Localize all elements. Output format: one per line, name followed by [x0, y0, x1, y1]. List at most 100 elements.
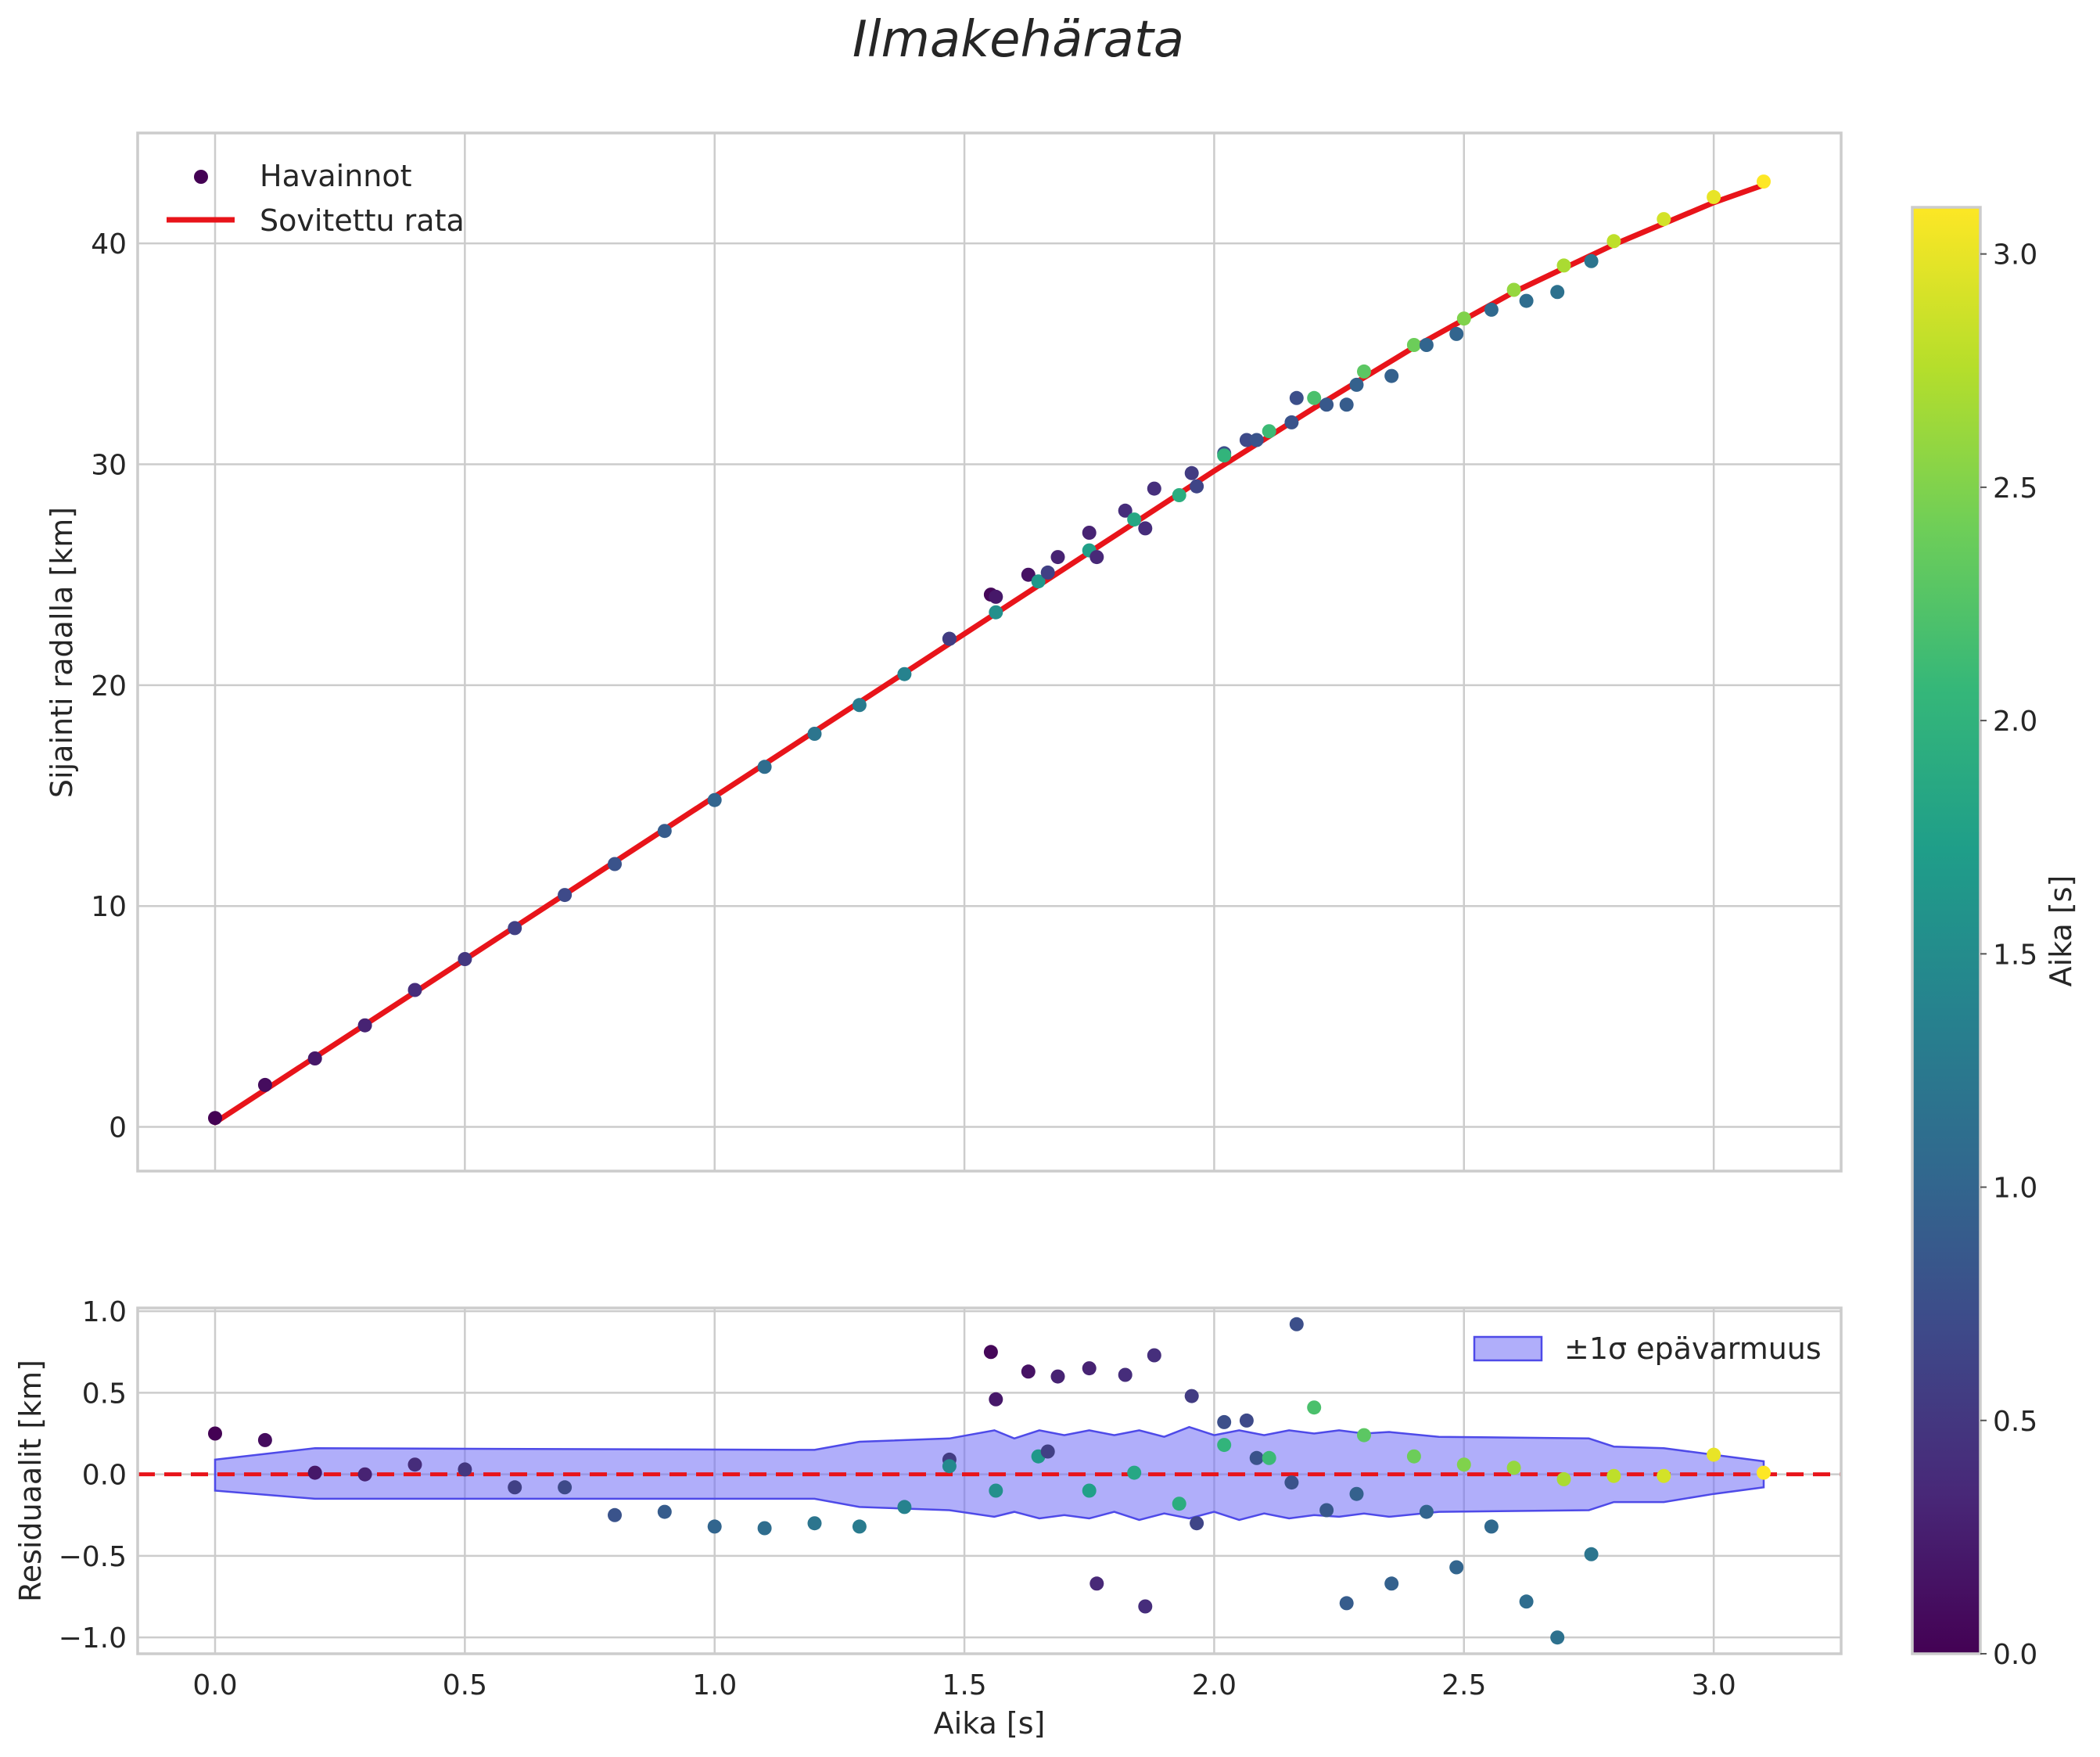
residual-point: [558, 1480, 573, 1495]
observation-point: [1484, 302, 1499, 317]
observation-point: [1307, 390, 1322, 405]
residual-point: [807, 1516, 822, 1531]
residual-point: [657, 1504, 672, 1519]
observation-point: [757, 760, 772, 774]
observation-point: [1349, 377, 1364, 392]
observation-point: [1082, 526, 1097, 540]
residual-point: [1707, 1447, 1721, 1462]
observation-point: [508, 921, 522, 936]
main-y-tick-label: 0: [109, 1112, 127, 1144]
residual-point: [1184, 1389, 1199, 1403]
residual-point: [1550, 1630, 1565, 1645]
observation-point: [989, 605, 1003, 620]
residual-point: [1357, 1428, 1371, 1443]
residual-point: [1082, 1361, 1097, 1376]
observation-point: [1506, 282, 1521, 297]
observation-point: [1021, 567, 1036, 582]
residual-point: [1089, 1576, 1104, 1591]
main-grid: [138, 133, 1841, 1171]
residual-point: [942, 1459, 957, 1474]
residual-point: [357, 1467, 372, 1482]
legend-label-sovitettu-rata: Sovitettu rata: [260, 203, 465, 238]
residual-plot: 0.0 0.5 1.0 1.5 2.0 2.5 3.0 −1.0 −0.5 0.0 0.5 1.0 R…: [13, 1296, 1843, 1741]
colorbar-tick-label: 1.5: [1993, 939, 2037, 971]
residual-point: [1519, 1594, 1534, 1609]
residual-point: [1190, 1516, 1204, 1531]
residual-point: [257, 1432, 272, 1447]
residual-point: [852, 1519, 867, 1534]
observation-point: [208, 1111, 222, 1126]
residual-point: [1319, 1503, 1334, 1518]
residual-point: [1456, 1457, 1471, 1472]
residual-point: [989, 1392, 1003, 1407]
residual-points: [208, 1317, 1771, 1645]
residual-point: [307, 1465, 322, 1480]
colorbar-tick-label: 1.0: [1993, 1173, 2037, 1205]
observation-point: [1127, 512, 1142, 527]
observation-point: [1089, 550, 1104, 565]
observation-point: [1449, 326, 1464, 341]
main-plot: 0 10 20 30 40 Sijainti radalla [km] Havainno…: [45, 131, 1843, 1173]
observation-point: [1550, 285, 1565, 300]
residual-point: [1349, 1486, 1364, 1501]
main-legend: Havainnot Sovitettu rata: [167, 159, 465, 238]
observation-point: [1138, 521, 1153, 536]
colorbar: 0.0 0.5 1.0 1.5 2.0 2.5 3.0 Aika [s]: [1911, 206, 2078, 1671]
residual-y-tick-label: −1.0: [59, 1622, 127, 1655]
x-tick-label: 2.5: [1441, 1669, 1486, 1701]
observation-point: [1357, 364, 1371, 379]
observation-point: [1147, 481, 1161, 496]
observation-point: [1262, 424, 1276, 439]
legend-marker-havainnot: [194, 170, 208, 184]
observation-point: [1606, 234, 1621, 249]
residual-point: [1584, 1547, 1599, 1561]
observation-points: [208, 174, 1771, 1126]
observation-point: [1040, 565, 1055, 580]
residual-point: [989, 1483, 1003, 1498]
residual-point: [983, 1345, 998, 1360]
observation-point: [1419, 338, 1434, 352]
main-plot-frame: [136, 131, 1843, 1173]
observation-point: [1757, 174, 1771, 189]
observation-point: [707, 792, 722, 807]
residual-point: [608, 1507, 622, 1522]
colorbar-tick-label: 0.0: [1993, 1639, 2037, 1671]
x-tick-label: 0.0: [192, 1669, 237, 1701]
residual-y-tick-label: 0.0: [82, 1460, 127, 1492]
observation-point: [897, 667, 912, 681]
residual-point: [1118, 1367, 1133, 1382]
observation-point: [1319, 397, 1334, 412]
observation-point: [1339, 397, 1354, 412]
colorbar-tick-label: 2.0: [1993, 706, 2037, 738]
residual-point: [1339, 1596, 1354, 1611]
residual-point: [897, 1500, 912, 1514]
residual-point: [1606, 1468, 1621, 1483]
residual-point: [1217, 1438, 1232, 1453]
colorbar-label: Aika [s]: [2044, 875, 2078, 987]
residual-point: [1757, 1465, 1771, 1480]
residual-point: [1284, 1475, 1299, 1490]
residual-y-tick-label: −0.5: [59, 1541, 127, 1573]
observation-point: [1190, 479, 1204, 494]
residual-point: [1217, 1414, 1232, 1429]
colorbar-gradient: [1912, 207, 1980, 1654]
legend-label-uncertainty: ±1σ epävarmuus: [1564, 1331, 1822, 1366]
residual-point: [1040, 1444, 1055, 1459]
residual-point: [1262, 1450, 1276, 1465]
residual-y-tick-label: 0.5: [82, 1378, 127, 1410]
residual-point: [1127, 1465, 1142, 1480]
residual-point: [1506, 1461, 1521, 1475]
residual-point: [757, 1521, 772, 1536]
residual-point: [1172, 1497, 1186, 1511]
main-y-tick-label: 20: [91, 670, 127, 702]
main-y-axis-label: Sijainti radalla [km]: [45, 507, 79, 798]
observation-point: [1184, 465, 1199, 480]
residual-legend: ±1σ epävarmuus: [1473, 1331, 1822, 1366]
observation-point: [1384, 368, 1399, 383]
residual-point: [1449, 1560, 1464, 1575]
residual-point: [1384, 1576, 1399, 1591]
residual-point: [1406, 1449, 1421, 1464]
main-y-tick-label: 40: [91, 228, 127, 260]
observation-point: [1249, 433, 1264, 447]
